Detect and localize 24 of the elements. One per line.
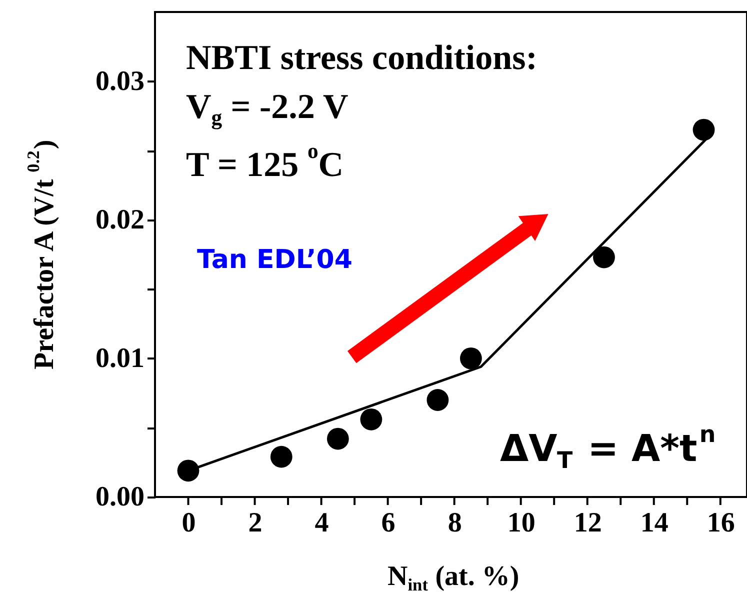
point — [426, 389, 449, 411]
x-tick-label: 4 — [314, 508, 329, 538]
x-tick-label: 0 — [182, 508, 196, 538]
point — [460, 347, 482, 370]
point — [270, 446, 292, 468]
annotation: NBTI stress conditions: — [186, 38, 538, 77]
x-tick-label: 6 — [381, 508, 396, 538]
y-tick-label: 0.02 — [96, 204, 144, 236]
x-tick-label: 14 — [640, 508, 668, 538]
annotation: Tan EDL’04 — [197, 245, 352, 275]
y-tick-label: 0.03 — [96, 66, 144, 97]
point — [177, 460, 200, 482]
y-tick-label: 0.01 — [96, 342, 144, 374]
point — [692, 118, 715, 141]
x-tick-label: 8 — [448, 508, 462, 538]
point — [360, 408, 382, 430]
point — [326, 428, 349, 450]
y-tick-label: 0.00 — [96, 482, 144, 512]
point — [593, 246, 615, 268]
x-tick-label: 10 — [507, 508, 536, 538]
x-tick-label: 16 — [706, 508, 735, 538]
x-tick-label: 2 — [248, 508, 262, 538]
x-tick-label: 12 — [574, 508, 602, 538]
y-axis-title: Prefactor A (V/t0.2) — [24, 140, 60, 370]
